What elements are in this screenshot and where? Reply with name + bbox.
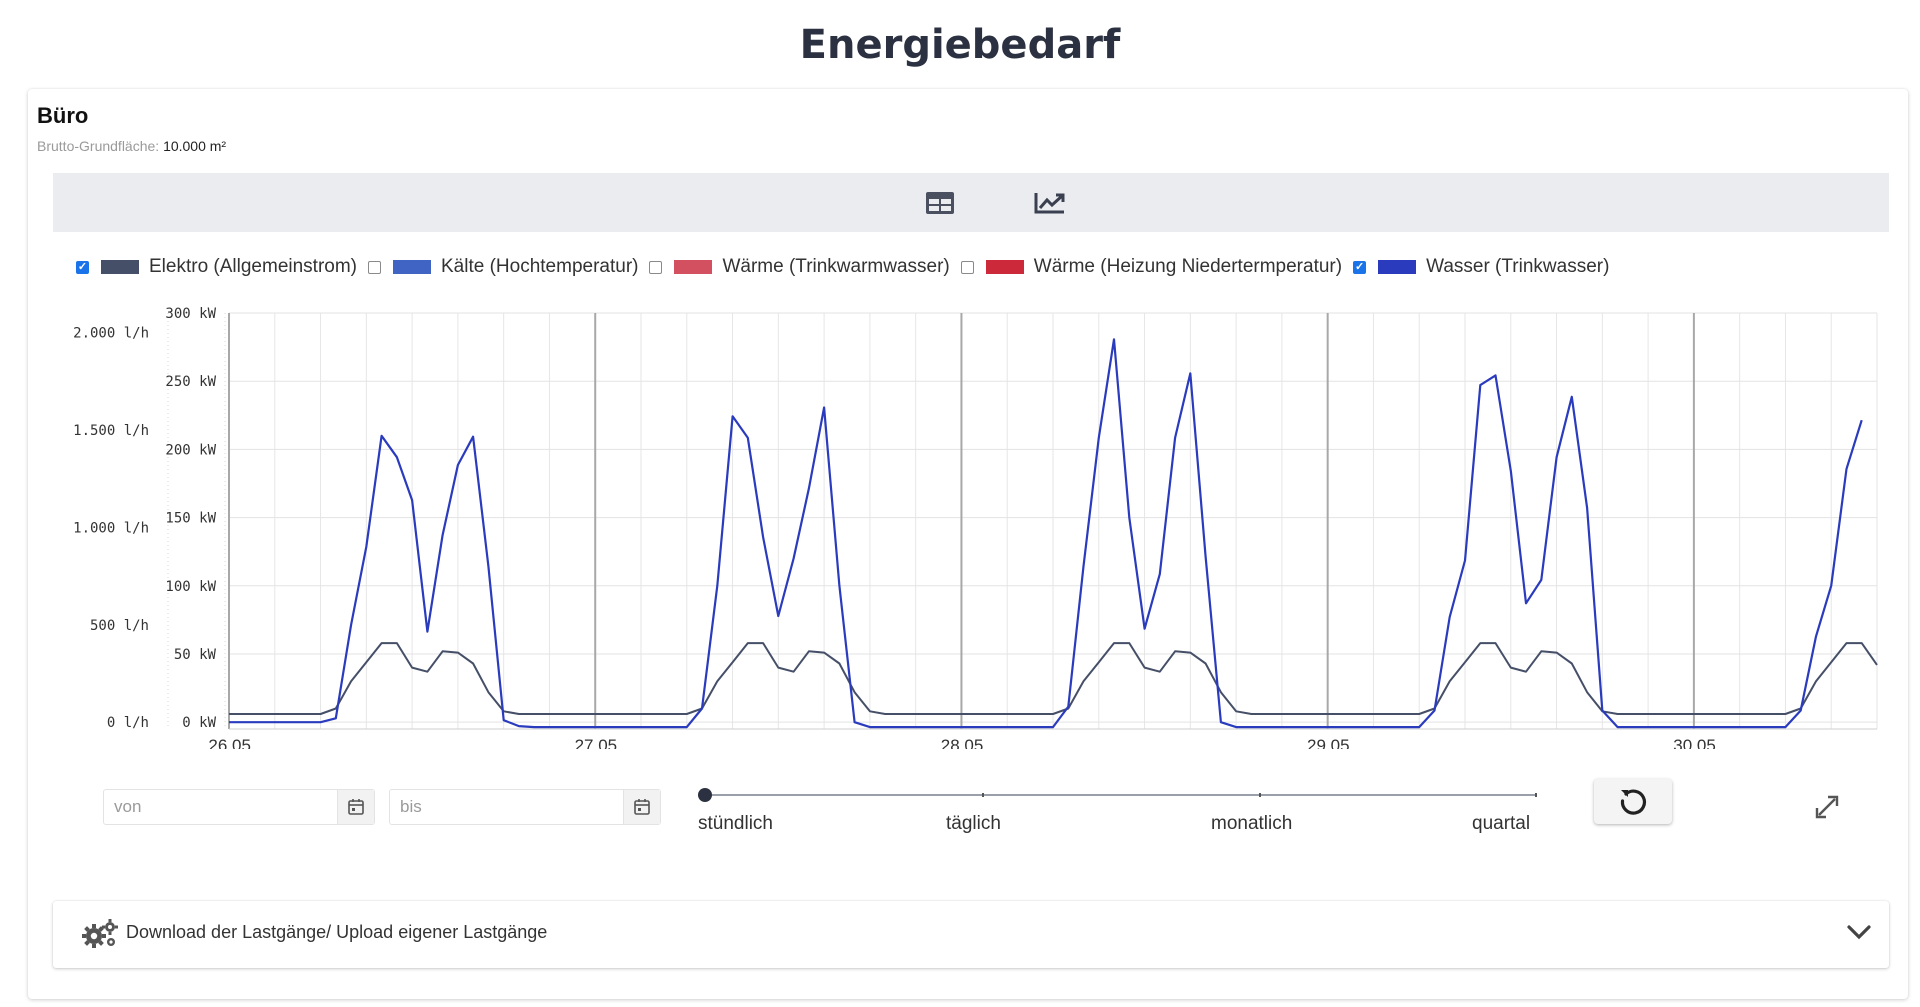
legend-checkbox-waerme-heizung[interactable] xyxy=(960,260,974,274)
chevron-down-icon[interactable] xyxy=(1846,923,1872,941)
gross-floor-area-value: 10.000 m² xyxy=(163,138,227,154)
section-title: Büro xyxy=(37,103,89,128)
legend-item-kaelte[interactable]: Kälte (Hochtemperatur) xyxy=(368,256,638,278)
from-date-field[interactable]: von xyxy=(103,789,375,825)
legend-swatch-waerme-trinkwarmwasser xyxy=(674,260,713,274)
calendar-icon xyxy=(634,799,650,815)
y-tick-label-lh: 500 l/h xyxy=(90,618,149,634)
slider-tick xyxy=(982,793,984,797)
legend-label-waerme-heizung: Wärme (Heizung Niedertermperatur) xyxy=(1033,256,1343,277)
y-tick-label-kw: 250 kW xyxy=(165,374,216,390)
legend-checkbox-kaelte[interactable] xyxy=(368,260,381,274)
accordion-label: Download der Lastgänge/ Upload eigener L… xyxy=(126,922,548,942)
slider-label-daily[interactable]: täglich xyxy=(946,813,1001,834)
reset-icon xyxy=(1620,789,1646,815)
chart-legend: Elektro (Allgemeinstrom) Kälte (Hochtemp… xyxy=(76,251,1620,283)
to-date-placeholder: bis xyxy=(400,797,422,816)
legend-swatch-waerme-heizung xyxy=(985,260,1024,274)
energy-chart-svg: 0 kW 50 kW 100 kW 150 kW 200 kW 250 kW 300 kW 0… xyxy=(73,306,1878,755)
series-line-wasser xyxy=(229,338,1863,729)
page-title: Energiebedarf xyxy=(799,22,1121,68)
x-tick-label: 30.05. xyxy=(1673,736,1720,749)
legend-checkbox-waerme-trinkwarmwasser[interactable] xyxy=(649,260,663,274)
legend-item-waerme-heizung[interactable]: Wärme (Heizung Niedertermperatur) xyxy=(960,256,1343,278)
y-tick-label-lh: 1.000 l/h xyxy=(73,520,149,536)
from-date-calendar-button[interactable] xyxy=(337,790,374,824)
download-upload-accordion[interactable]: Download der Lastgänge/ Upload eigener L… xyxy=(53,901,1889,968)
gross-floor-area-label: Brutto-Grundfläche: xyxy=(37,138,160,154)
to-date-calendar-button[interactable] xyxy=(623,790,660,824)
calendar-icon xyxy=(348,799,364,815)
slider-tick xyxy=(1259,793,1261,797)
reset-button[interactable] xyxy=(1594,779,1672,824)
legend-label-wasser: Wasser (Trinkwasser) xyxy=(1426,256,1610,277)
energy-chart: 0 kW 50 kW 100 kW 150 kW 200 kW 250 kW 300 kW 0… xyxy=(28,89,1908,755)
slider-track[interactable] xyxy=(704,794,1536,796)
y-tick-label-kw: 100 kW xyxy=(165,579,216,595)
slider-label-quarterly[interactable]: quartal xyxy=(1472,813,1531,834)
legend-swatch-elektro xyxy=(101,260,139,274)
table-icon xyxy=(926,192,954,214)
y-tick-label-kw: 300 kW xyxy=(165,306,216,322)
legend-checkbox-elektro[interactable] xyxy=(76,260,89,274)
legend-label-waerme-trinkwarmwasser: Wärme (Trinkwarmwasser) xyxy=(722,256,950,277)
chart-view-button[interactable] xyxy=(1033,187,1067,219)
gross-floor-area: Brutto-Grundfläche: 10.000 m² xyxy=(37,138,226,154)
legend-label-elektro: Elektro (Allgemeinstrom) xyxy=(149,256,357,277)
y-tick-label-kw: 200 kW xyxy=(165,442,216,458)
table-view-button[interactable] xyxy=(923,187,957,219)
legend-label-kaelte: Kälte (Hochtemperatur) xyxy=(441,256,639,277)
y-tick-label-lh: 1.500 l/h xyxy=(73,423,149,439)
slider-tick xyxy=(1535,793,1537,797)
legend-item-elektro[interactable]: Elektro (Allgemeinstrom) xyxy=(76,256,357,278)
slider-label-hourly[interactable]: stündlich xyxy=(698,813,773,834)
to-date-field[interactable]: bis xyxy=(389,789,661,825)
slider-thumb[interactable] xyxy=(698,788,712,802)
legend-swatch-wasser xyxy=(1378,260,1417,274)
expand-icon xyxy=(1815,795,1839,819)
legend-checkbox-wasser[interactable] xyxy=(1353,260,1367,274)
building-card: Büro Brutto-Grundfläche: 10.000 m² xyxy=(28,89,1908,999)
from-date-placeholder: von xyxy=(114,797,142,816)
line-chart-icon xyxy=(1034,193,1065,214)
x-tick-label: 26.05. xyxy=(208,736,255,749)
legend-item-waerme-trinkwarmwasser[interactable]: Wärme (Trinkwarmwasser) xyxy=(649,256,950,278)
x-tick-label: 28.05. xyxy=(941,736,988,749)
gears-icon xyxy=(82,919,118,948)
y-tick-label-lh: 2.000 l/h xyxy=(73,325,149,341)
y-tick-label-kw: 150 kW xyxy=(165,511,216,527)
resolution-slider[interactable]: stündlich täglich monatlich quartal xyxy=(698,779,1566,839)
fullscreen-button[interactable] xyxy=(1811,791,1843,823)
view-toolbar xyxy=(53,173,1889,232)
x-tick-label: 27.05. xyxy=(575,736,622,749)
slider-label-monthly[interactable]: monatlich xyxy=(1211,813,1293,834)
legend-item-wasser[interactable]: Wasser (Trinkwasser) xyxy=(1353,256,1609,278)
legend-swatch-kaelte xyxy=(393,260,431,274)
y-tick-label-kw: 0 kW xyxy=(182,715,216,731)
y-tick-label-kw: 50 kW xyxy=(174,647,217,663)
x-tick-label: 29.05. xyxy=(1307,736,1354,749)
y-tick-label-lh: 0 l/h xyxy=(107,715,149,731)
